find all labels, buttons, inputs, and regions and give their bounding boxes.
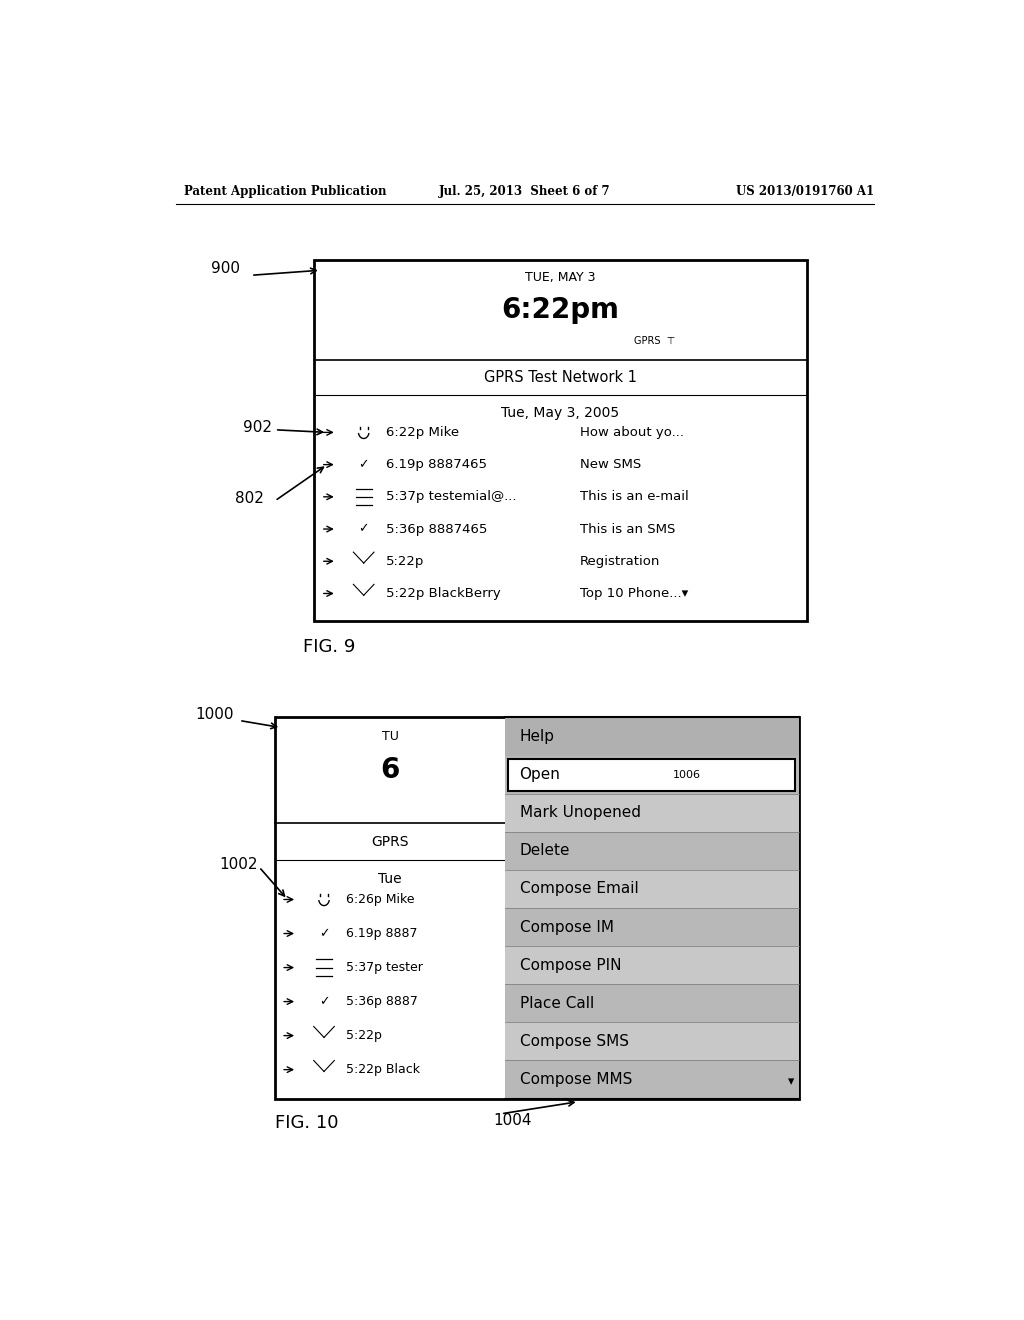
- Text: ✓: ✓: [318, 927, 330, 940]
- Bar: [505, 1060, 799, 1098]
- Text: 900: 900: [211, 260, 241, 276]
- Bar: [505, 832, 799, 870]
- Bar: [505, 870, 799, 908]
- Text: 1000: 1000: [196, 708, 233, 722]
- Text: 5:22p BlackBerry: 5:22p BlackBerry: [386, 587, 501, 601]
- Bar: [375, 334, 384, 347]
- Bar: [780, 329, 791, 351]
- Text: Jul. 25, 2013  Sheet 6 of 7: Jul. 25, 2013 Sheet 6 of 7: [439, 185, 610, 198]
- Text: Help: Help: [519, 729, 555, 744]
- Text: Compose MMS: Compose MMS: [519, 1072, 632, 1086]
- Text: 6:26p Mike: 6:26p Mike: [346, 894, 415, 906]
- Bar: [362, 331, 373, 350]
- Text: Tue, May 3, 2005: Tue, May 3, 2005: [502, 407, 620, 420]
- Text: 5:22p: 5:22p: [346, 1030, 382, 1041]
- Bar: [505, 985, 799, 1022]
- Bar: [505, 793, 799, 832]
- Bar: [756, 338, 765, 351]
- Text: 5:37p tester: 5:37p tester: [346, 961, 423, 974]
- Bar: [509, 759, 796, 791]
- Text: How about yo...: How about yo...: [581, 426, 684, 438]
- Text: TUE, MAY 3: TUE, MAY 3: [525, 271, 596, 284]
- Text: FIG. 10: FIG. 10: [274, 1114, 338, 1131]
- Text: 902: 902: [243, 420, 272, 436]
- Bar: [505, 718, 799, 755]
- Text: Patent Application Publication: Patent Application Publication: [183, 185, 386, 198]
- Bar: [278, 884, 505, 917]
- Bar: [505, 718, 799, 1098]
- Text: 5:37p testemial@...: 5:37p testemial@...: [386, 490, 516, 503]
- Text: This is an SMS: This is an SMS: [581, 523, 676, 536]
- Text: ✓: ✓: [358, 523, 369, 536]
- Bar: [314, 260, 807, 620]
- Bar: [309, 793, 321, 812]
- Text: 6:22pm: 6:22pm: [502, 296, 620, 323]
- Text: This is an e-mail: This is an e-mail: [581, 490, 689, 503]
- Bar: [313, 1027, 334, 1044]
- Text: 1002: 1002: [219, 857, 258, 873]
- Text: 5:36p 8887465: 5:36p 8887465: [386, 523, 487, 536]
- Polygon shape: [366, 792, 437, 813]
- Text: 6:22p Mike: 6:22p Mike: [386, 426, 459, 438]
- Polygon shape: [481, 330, 561, 351]
- Bar: [316, 418, 804, 449]
- Text: Compose PIN: Compose PIN: [519, 958, 622, 973]
- Text: 802: 802: [236, 491, 264, 507]
- Bar: [742, 343, 752, 351]
- Text: US 2013/0191760 A1: US 2013/0191760 A1: [736, 185, 873, 198]
- Bar: [335, 796, 344, 809]
- Text: Compose SMS: Compose SMS: [519, 1034, 629, 1049]
- Text: ▾: ▾: [787, 1076, 794, 1089]
- Text: TU: TU: [382, 730, 398, 743]
- Text: 5:22p Black: 5:22p Black: [346, 1063, 420, 1076]
- Text: Tue: Tue: [378, 873, 401, 886]
- Text: New SMS: New SMS: [581, 458, 641, 471]
- Text: Top 10 Phone...▾: Top 10 Phone...▾: [581, 587, 688, 601]
- Text: FIG. 9: FIG. 9: [303, 638, 355, 656]
- Text: 6.19p 8887: 6.19p 8887: [346, 927, 418, 940]
- Text: GPRS: GPRS: [372, 834, 409, 849]
- Text: Compose IM: Compose IM: [519, 920, 613, 935]
- Text: 6: 6: [380, 756, 399, 784]
- Text: 5:22p: 5:22p: [386, 554, 424, 568]
- Text: 5:36p 8887: 5:36p 8887: [346, 995, 418, 1008]
- Text: GPRS  ⊤: GPRS ⊤: [634, 335, 676, 346]
- Bar: [353, 552, 374, 570]
- Text: 1004: 1004: [494, 1114, 531, 1129]
- Text: 6.19p 8887465: 6.19p 8887465: [386, 458, 487, 471]
- Text: Mark Unopened: Mark Unopened: [519, 805, 641, 820]
- Bar: [337, 331, 347, 350]
- Bar: [349, 331, 359, 350]
- Text: Registration: Registration: [581, 554, 660, 568]
- Text: ✓: ✓: [318, 995, 330, 1008]
- Text: Place Call: Place Call: [519, 995, 594, 1011]
- Text: ✓: ✓: [358, 458, 369, 471]
- Bar: [505, 1022, 799, 1060]
- Bar: [505, 946, 799, 985]
- Bar: [324, 331, 334, 350]
- Bar: [353, 585, 374, 603]
- Bar: [297, 793, 307, 812]
- Bar: [323, 793, 333, 812]
- Bar: [274, 718, 799, 1098]
- Text: GPRS Test Network 1: GPRS Test Network 1: [484, 370, 637, 385]
- Bar: [285, 793, 295, 812]
- Text: Compose Email: Compose Email: [519, 882, 638, 896]
- Bar: [768, 334, 777, 351]
- Text: Delete: Delete: [519, 843, 570, 858]
- Bar: [505, 908, 799, 946]
- Bar: [313, 1060, 334, 1078]
- Text: 1006: 1006: [673, 770, 701, 780]
- Text: Open: Open: [519, 767, 560, 781]
